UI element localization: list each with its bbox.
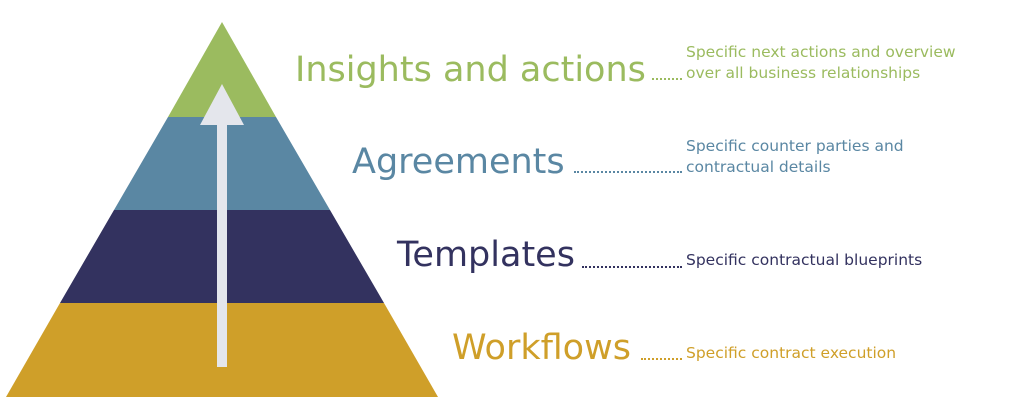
pyramid-tier-insights-and-actions [168,22,276,117]
level-description-workflows: Specific contract execution [686,343,896,364]
level-title-agreements: Agreements [352,142,565,182]
level-title-workflows: Workflows [452,328,631,368]
up-arrow-shaft [217,120,227,367]
description-line: Specific contract execution [686,344,897,362]
description-line: over all business relationships [686,64,921,82]
level-description-agreements: Specific counter parties and contractual… [686,136,904,178]
description-line: Specific counter parties and [686,137,904,155]
leader-line-templates [582,266,682,268]
level-description-insights-and-actions: Specific next actions and overview over … [686,42,956,84]
leader-line-workflows [641,358,682,360]
leader-line-agreements [574,171,682,173]
description-line: contractual details [686,158,831,176]
description-line: Specific contractual blueprints [686,251,923,269]
description-line: Specific next actions and overview [686,43,956,61]
up-arrow-icon [200,84,244,125]
level-description-templates: Specific contractual blueprints [686,250,922,271]
level-title-insights-and-actions: Insights and actions [295,50,646,90]
leader-line-insights [652,78,682,80]
level-title-templates: Templates [397,235,575,275]
